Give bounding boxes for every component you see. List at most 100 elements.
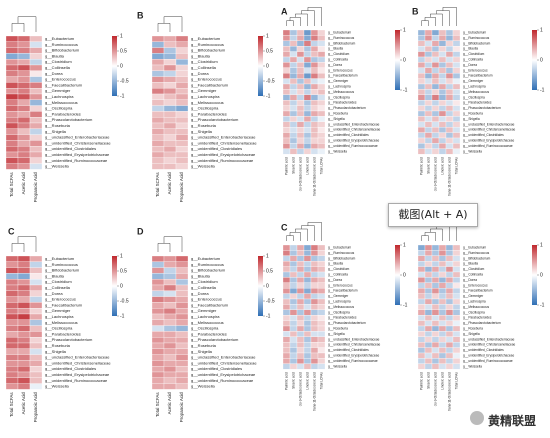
heatmap-cell <box>289 352 298 359</box>
heatmap-cell <box>303 62 312 68</box>
row-label: g__Collinsella <box>463 58 483 62</box>
heatmap-cell <box>175 53 189 60</box>
heatmap-cell <box>17 47 31 54</box>
heatmap-cell <box>289 358 298 364</box>
heatmap-cell <box>317 358 326 364</box>
row-label: g__Enterococcus <box>328 283 353 287</box>
heatmap-cell <box>431 132 440 139</box>
colorbar-tick-label: 0 <box>540 57 543 63</box>
heatmap-cell <box>317 121 326 128</box>
row-label: g__Lachnospira <box>463 85 486 89</box>
heatmap-cell <box>163 348 177 355</box>
heatmap-cell <box>303 132 312 139</box>
heatmap-cell <box>175 88 189 95</box>
heatmap-cell <box>163 273 177 280</box>
heatmap-cell <box>310 105 319 112</box>
heatmap-cell <box>17 273 31 280</box>
heatmap-cell <box>151 122 165 129</box>
heatmap-cell <box>317 293 326 300</box>
heatmap-cell <box>296 358 305 364</box>
row-label: g__Faecalibacterium <box>191 82 229 87</box>
heatmap-cell <box>303 143 312 149</box>
heatmap-cell <box>431 78 440 85</box>
heatmap-cell <box>310 132 319 139</box>
row-label: g__Parabacteroides <box>191 111 227 116</box>
heatmap-cell <box>282 358 291 364</box>
heatmap-cell <box>424 304 433 310</box>
row-label: g__Phascolarctobacterium <box>463 321 501 325</box>
heatmap-cell <box>5 105 19 112</box>
row-label: g__Oscillospira <box>463 310 485 314</box>
heatmap-cell <box>303 352 312 359</box>
heatmap-cell <box>151 279 165 286</box>
heatmap-cell <box>445 46 454 52</box>
dendrogram <box>436 225 450 241</box>
heatmap-cell <box>417 110 426 117</box>
heatmap-cell <box>5 255 19 262</box>
heatmap-cell <box>424 293 433 300</box>
heatmap-cell <box>424 46 433 52</box>
column-label: Propanoic Acid <box>33 172 38 203</box>
heatmap-cell <box>303 46 312 52</box>
heatmap-cell <box>282 244 291 251</box>
heatmap-cell <box>296 342 305 348</box>
row-label: g__Bifidobacterium <box>328 256 356 260</box>
heatmap-cell <box>417 78 426 85</box>
heatmap-cell <box>303 342 312 348</box>
row-label: g__Dorea <box>463 63 477 67</box>
heatmap-cell <box>175 76 189 83</box>
row-label: g__Bifidobacterium <box>463 41 491 45</box>
heatmap-cell <box>289 56 298 63</box>
heatmap-cell <box>151 313 165 320</box>
heatmap-cell <box>151 383 165 390</box>
heatmap-cell <box>303 29 312 36</box>
heatmap-cell <box>5 88 19 95</box>
heatmap-cell <box>282 40 291 47</box>
row-label: g__Enterococcus <box>191 77 222 82</box>
heatmap-cell <box>438 56 447 63</box>
heatmap-cell <box>303 347 312 354</box>
colorbar-tick-label: -0.5 <box>120 78 129 84</box>
row-label: g__Melissococcus <box>463 305 489 309</box>
heatmap-cell <box>452 331 461 337</box>
heatmap-cell <box>438 143 447 149</box>
row-label: g__unidentified_Christensenellaceae <box>328 343 381 347</box>
row-label: g__unidentified_Erysipelotrichaceae <box>463 139 514 143</box>
heatmap-cell <box>317 35 326 41</box>
heatmap-cell <box>424 347 433 354</box>
heatmap-cell <box>175 151 189 158</box>
heatmap-cell <box>289 78 298 85</box>
heatmap-cell <box>303 94 312 101</box>
heatmap-cell <box>151 76 165 83</box>
heatmap-cell <box>303 51 312 58</box>
heatmap-cell <box>438 352 447 359</box>
heatmap-panel: Cg__Eubacteriumg__Ruminococcusg__Bifidob… <box>281 222 408 411</box>
heatmap-cell <box>452 40 461 47</box>
heatmap-panel: g__Eubacteriumg__Ruminococcusg__Bifidoba… <box>5 16 129 203</box>
column-label: Total SCFAs <box>155 172 160 198</box>
heatmap-cell <box>289 304 298 310</box>
heatmap-cell <box>310 244 319 251</box>
row-label: g__Phascolarctobacterium <box>191 117 239 122</box>
heatmap-cell <box>296 293 305 300</box>
heatmap-cell <box>29 354 43 361</box>
heatmap-cell <box>417 46 426 52</box>
heatmap-cell <box>303 105 312 112</box>
heatmap-cell <box>417 148 426 155</box>
heatmap-cell <box>303 336 312 343</box>
heatmap-cell <box>310 255 319 262</box>
heatmap-cell <box>310 363 319 370</box>
heatmap-cell <box>431 89 440 95</box>
heatmap-cell <box>175 261 189 268</box>
heatmap-cell <box>452 143 461 149</box>
row-label: g__Dorea <box>463 278 477 282</box>
heatmap-cell <box>310 116 319 122</box>
heatmap-cell <box>163 151 177 158</box>
heatmap-cell <box>5 308 19 315</box>
heatmap-cell <box>151 59 165 66</box>
heatmap-cell <box>151 366 165 373</box>
heatmap-cell <box>303 298 312 305</box>
heatmap-cell <box>317 127 326 133</box>
row-label: g__Bifidobacterium <box>463 256 491 260</box>
heatmap-cell <box>438 100 447 106</box>
